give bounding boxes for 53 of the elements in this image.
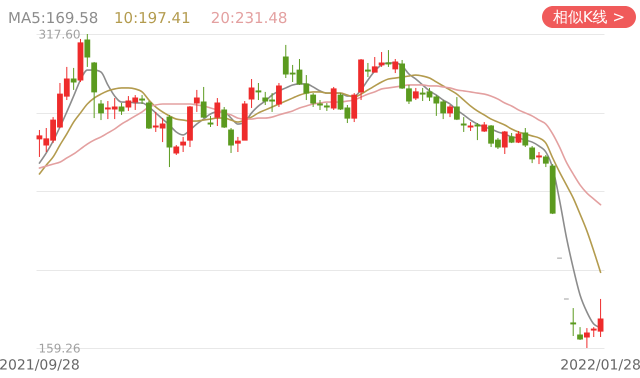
- line-series: [38, 84, 602, 206]
- candlestick: [502, 130, 508, 154]
- candlestick: [351, 92, 358, 123]
- candlestick: [248, 78, 254, 108]
- candlestick: [173, 144, 180, 156]
- candlestick: [460, 116, 467, 132]
- candlestick: [194, 89, 200, 112]
- candlestick: [330, 86, 337, 110]
- candlestick: [317, 100, 323, 110]
- candlestick: [365, 62, 371, 78]
- candlestick: [392, 58, 398, 74]
- candlestick: [577, 326, 583, 340]
- candlestick: [84, 34, 90, 68]
- text: MA5:169.58: [8, 9, 98, 27]
- candlestick: [98, 100, 104, 121]
- candlestick: [447, 104, 453, 118]
- y-tick-label: 159.26: [38, 342, 80, 356]
- candlestick: [118, 102, 124, 116]
- text: 20:231.48: [210, 9, 288, 27]
- candlestick: [310, 92, 316, 108]
- candlestick: [584, 328, 590, 348]
- candlestick: [570, 308, 576, 337]
- candlestick: [542, 154, 549, 168]
- line-series: [38, 74, 602, 274]
- text: 10:197.41: [114, 9, 191, 27]
- candlestick: [180, 136, 186, 152]
- candlestick: [256, 82, 262, 101]
- candlestick: [412, 87, 419, 101]
- candlestick: [372, 56, 378, 73]
- candlestick: [474, 122, 480, 141]
- candlestick: [386, 50, 392, 68]
- candlestick: [536, 151, 542, 165]
- candlestick: [454, 96, 460, 121]
- candlestick: [529, 146, 536, 164]
- candlestick: [214, 98, 220, 127]
- candlestick: [228, 128, 234, 154]
- candlestick: [234, 136, 241, 152]
- text: 相似K线 >: [552, 8, 626, 26]
- candlestick: [378, 52, 384, 68]
- candlestick: [516, 130, 522, 144]
- y-tick-label: 317.60: [38, 28, 80, 42]
- candlestick: [399, 59, 406, 90]
- candlestick: [200, 86, 207, 119]
- x-tick-label: 2021/09/28: [0, 358, 80, 374]
- x-tick-label: 2022/01/28: [560, 358, 640, 374]
- candlestick: [70, 67, 77, 90]
- candlestick: [276, 82, 282, 108]
- candlestick: [221, 106, 228, 128]
- candlestick: [406, 84, 412, 105]
- candlestick: [522, 128, 528, 148]
- candlestick: [508, 132, 515, 144]
- candlestick: [208, 115, 214, 128]
- candlestick: [481, 122, 488, 132]
